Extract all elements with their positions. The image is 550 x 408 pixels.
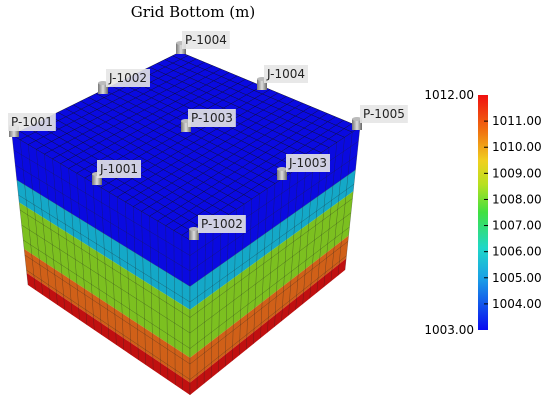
colorbar-labels: 1012.00 1003.00 1011.00 1010.00 1009.00 1008.… (424, 88, 541, 337)
well-label-box (182, 31, 230, 49)
well-marker (181, 121, 191, 132)
well-label: P-1005 (363, 107, 405, 121)
grid-line (173, 119, 344, 231)
well-label: P-1004 (185, 33, 227, 47)
grid-line (88, 97, 268, 189)
layer (190, 169, 356, 310)
well-label-box (286, 154, 330, 172)
grid-line (189, 212, 352, 334)
grid-line (189, 255, 347, 380)
grid-line (157, 113, 328, 222)
grid-line (21, 224, 191, 334)
grid-line (189, 198, 353, 318)
well-marker (189, 229, 199, 240)
grid-line (133, 102, 303, 207)
colorbar-tick-label: 1006.00 (492, 245, 542, 259)
well-label: P-1003 (191, 111, 233, 125)
well-marker (277, 169, 287, 180)
title: Grid Bottom (m) (131, 3, 255, 21)
top-face (12, 52, 360, 240)
well-marker-top (277, 167, 287, 171)
grid-line (189, 226, 350, 349)
grid-line (19, 209, 191, 318)
well-label-box (188, 109, 236, 127)
well-label-box (97, 160, 141, 178)
grid-line (24, 254, 191, 365)
colorbar-tick-label: 1005.00 (492, 271, 542, 285)
well-label-box (106, 69, 150, 87)
layer (12, 135, 190, 287)
colorbar-tick-label: 1010.00 (492, 140, 542, 154)
well-label-box (8, 113, 56, 131)
grid-line (23, 239, 191, 349)
well-marker (98, 83, 108, 94)
well-marker (352, 119, 362, 130)
well-marker-top (189, 227, 199, 231)
colorbar-min: 1003.00 (424, 323, 474, 337)
grid-line (16, 179, 191, 287)
well-marker-top (352, 117, 362, 121)
layer (16, 180, 190, 310)
well-marker-top (98, 81, 108, 85)
wells: P-1004 J-1002 J-1004 P-1001 P-1003 P-1005 J-10… (8, 31, 408, 240)
colorbar-tick-label: 1007.00 (492, 219, 542, 233)
grid-line (189, 141, 359, 256)
layer (190, 258, 347, 395)
grid-line (189, 155, 358, 272)
grid-line (15, 164, 191, 272)
layer (24, 249, 190, 383)
grid-line (141, 106, 312, 212)
well-label: J-1004 (266, 67, 305, 81)
well-label-box (198, 215, 246, 233)
well-label: P-1001 (11, 115, 53, 129)
grid-line (189, 241, 349, 365)
well-marker (176, 43, 186, 54)
grid-line (165, 116, 336, 226)
colorbar (478, 95, 488, 330)
grid-line (189, 169, 356, 287)
colorbar-tick-label: 1004.00 (492, 297, 542, 311)
grid-line (72, 104, 252, 200)
grid-line (11, 134, 191, 241)
grid-line (13, 149, 191, 256)
grid-line (18, 194, 191, 303)
grid-line (27, 127, 206, 230)
grid-line (57, 112, 237, 210)
grid-line (125, 99, 295, 203)
well-label: J-1002 (108, 71, 147, 85)
grid-line (149, 109, 320, 217)
grid-line (117, 96, 287, 198)
grid-line (80, 100, 260, 194)
well-marker (92, 174, 102, 185)
layer (26, 273, 190, 395)
colorbar-tick-label: 1009.00 (492, 166, 542, 180)
layer (19, 202, 191, 358)
well-marker (9, 126, 19, 137)
grid-line (189, 184, 355, 303)
layer (190, 191, 354, 358)
well-label: J-1003 (288, 156, 327, 170)
colorbar-max: 1012.00 (424, 88, 474, 102)
grid-line (65, 108, 245, 205)
grid-line (95, 93, 276, 184)
colorbar-tick-label: 1008.00 (492, 192, 542, 206)
well-label: P-1002 (201, 217, 243, 231)
well-label-box (264, 65, 308, 83)
colorbar-tick-label: 1011.00 (492, 114, 542, 128)
well-marker (257, 79, 267, 90)
well-label: J-1001 (99, 162, 138, 176)
well-label-box (360, 105, 408, 123)
grid-block (11, 51, 361, 395)
grid-line (26, 269, 191, 380)
grid-line (19, 131, 198, 236)
layer (190, 235, 349, 383)
